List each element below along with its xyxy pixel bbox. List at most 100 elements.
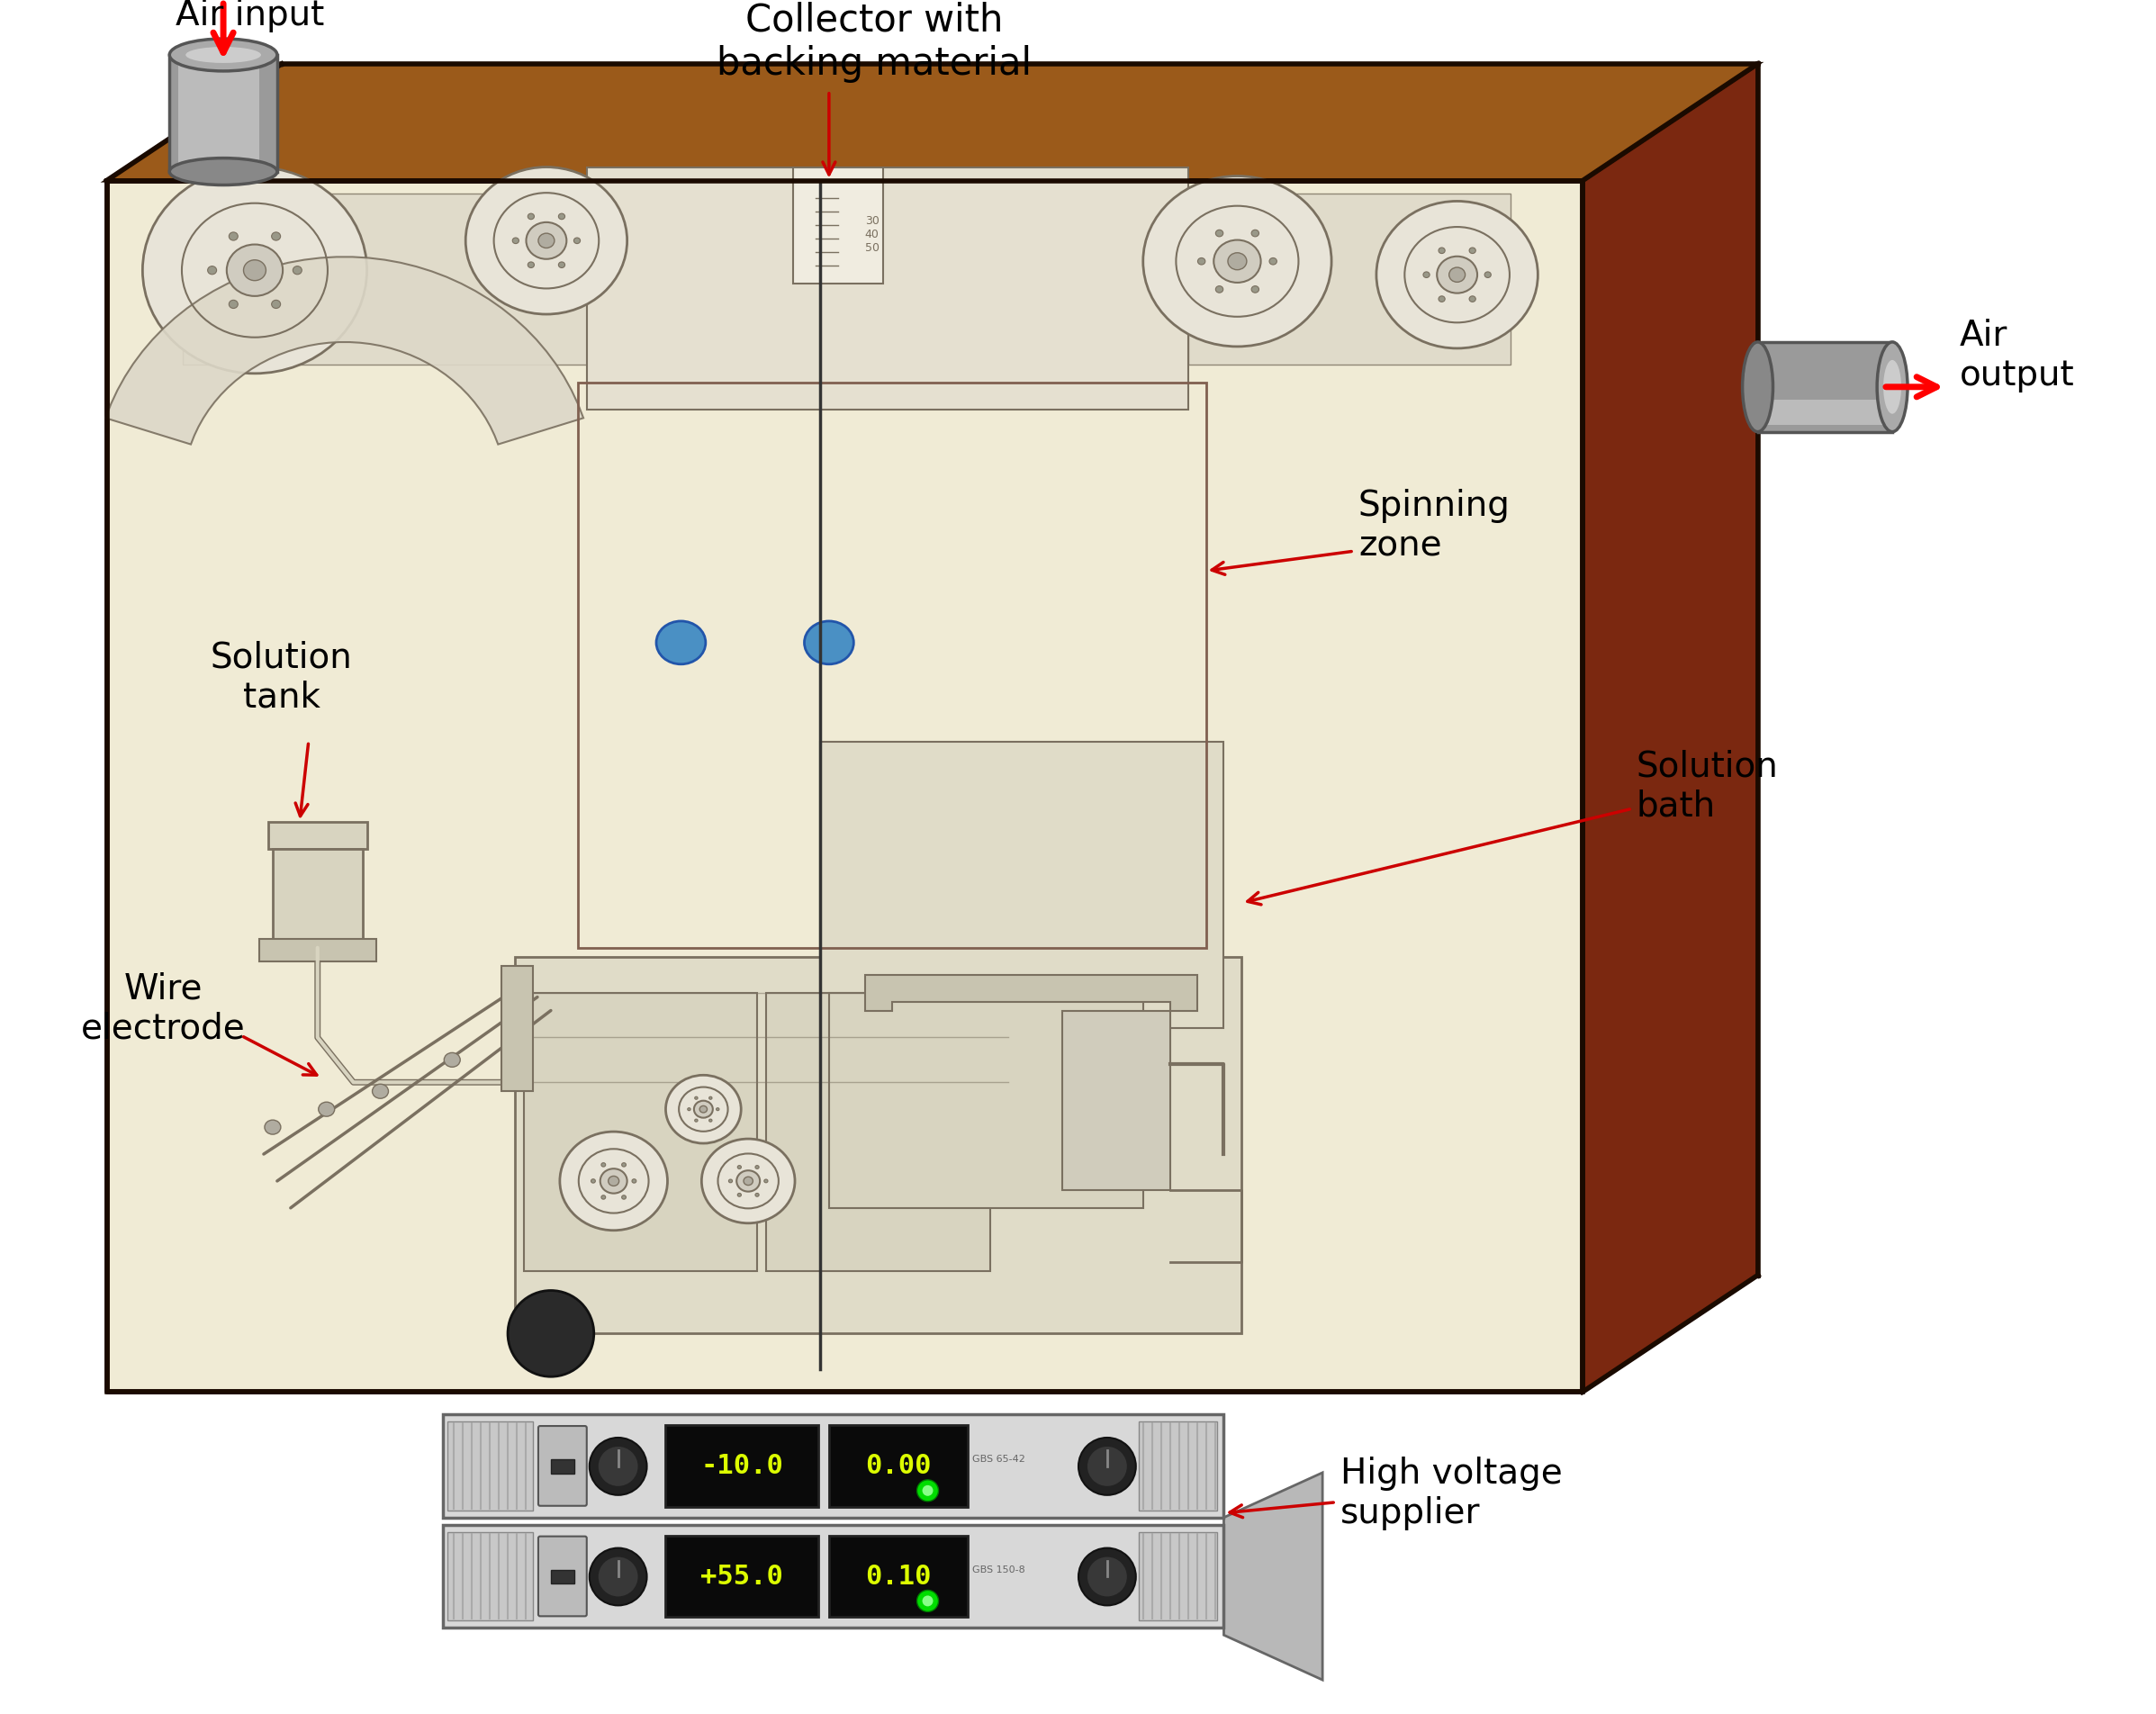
Bar	[448, 1421, 533, 1510]
Ellipse shape	[755, 1166, 759, 1169]
Ellipse shape	[170, 158, 278, 185]
Ellipse shape	[185, 46, 261, 63]
Bar	[524, 992, 757, 1270]
Ellipse shape	[1878, 343, 1908, 432]
Polygon shape	[106, 257, 584, 444]
Bar	[550, 1570, 573, 1584]
Polygon shape	[865, 975, 1197, 1011]
Text: Spinning
zone: Spinning zone	[1358, 488, 1511, 562]
Ellipse shape	[229, 300, 237, 309]
Text: Wire
electrode: Wire electrode	[82, 972, 246, 1046]
Ellipse shape	[226, 245, 282, 297]
Polygon shape	[1188, 194, 1511, 365]
Ellipse shape	[716, 1107, 720, 1111]
Ellipse shape	[1436, 257, 1477, 293]
Bar	[550, 1459, 573, 1474]
Ellipse shape	[804, 620, 854, 663]
Circle shape	[1087, 1447, 1128, 1486]
Ellipse shape	[755, 1193, 759, 1196]
Ellipse shape	[655, 620, 705, 663]
Ellipse shape	[272, 300, 280, 309]
Ellipse shape	[539, 233, 554, 249]
Bar	[1063, 1011, 1171, 1190]
Ellipse shape	[699, 1106, 707, 1112]
Ellipse shape	[1229, 252, 1246, 269]
Circle shape	[1078, 1438, 1136, 1495]
Ellipse shape	[599, 1169, 627, 1193]
Ellipse shape	[170, 39, 278, 70]
Ellipse shape	[763, 1179, 768, 1183]
Ellipse shape	[709, 1119, 711, 1121]
Text: GBS 65-42: GBS 65-42	[972, 1455, 1026, 1464]
Ellipse shape	[621, 1195, 625, 1200]
FancyBboxPatch shape	[444, 1414, 1225, 1517]
Ellipse shape	[1270, 257, 1276, 264]
Ellipse shape	[444, 1052, 459, 1068]
Bar	[272, 848, 362, 939]
Ellipse shape	[558, 214, 565, 219]
Ellipse shape	[293, 266, 302, 274]
Ellipse shape	[666, 1075, 742, 1143]
Bar	[267, 823, 367, 848]
Text: 30
40
50: 30 40 50	[865, 214, 880, 254]
Ellipse shape	[694, 1119, 699, 1121]
Ellipse shape	[513, 238, 520, 243]
Bar	[819, 742, 1225, 1028]
Ellipse shape	[229, 231, 237, 240]
Ellipse shape	[1216, 286, 1222, 293]
Ellipse shape	[207, 266, 216, 274]
Bar	[578, 382, 1205, 948]
Polygon shape	[106, 63, 1757, 180]
Ellipse shape	[526, 223, 567, 259]
Ellipse shape	[1438, 297, 1445, 302]
Ellipse shape	[602, 1162, 606, 1167]
Ellipse shape	[1216, 230, 1222, 237]
Ellipse shape	[1485, 273, 1492, 278]
Ellipse shape	[694, 1097, 699, 1099]
Circle shape	[509, 1291, 593, 1376]
Text: Solution
bath: Solution bath	[1636, 749, 1779, 823]
Ellipse shape	[694, 1100, 714, 1118]
Bar	[502, 965, 533, 1092]
Ellipse shape	[737, 1193, 742, 1196]
Ellipse shape	[558, 262, 565, 267]
Ellipse shape	[701, 1138, 796, 1224]
Polygon shape	[444, 382, 1242, 953]
Ellipse shape	[528, 214, 535, 219]
FancyBboxPatch shape	[179, 55, 259, 171]
FancyBboxPatch shape	[539, 1426, 586, 1507]
Polygon shape	[1583, 63, 1757, 1392]
Ellipse shape	[709, 1097, 711, 1099]
Ellipse shape	[319, 1102, 334, 1116]
Ellipse shape	[1423, 273, 1429, 278]
Bar	[765, 992, 990, 1270]
Circle shape	[1087, 1556, 1128, 1596]
Bar	[1138, 1421, 1218, 1510]
Circle shape	[599, 1556, 638, 1596]
Bar	[586, 166, 1188, 410]
Ellipse shape	[1250, 286, 1259, 293]
Bar	[1138, 1532, 1218, 1621]
Ellipse shape	[1199, 257, 1205, 264]
Text: 0.00: 0.00	[865, 1453, 931, 1479]
Ellipse shape	[466, 166, 627, 314]
Text: GBS 150-8: GBS 150-8	[972, 1565, 1026, 1573]
FancyBboxPatch shape	[539, 1536, 586, 1616]
Text: Collector with
backing material: Collector with backing material	[716, 2, 1031, 82]
Circle shape	[1078, 1548, 1136, 1606]
Ellipse shape	[1214, 240, 1261, 283]
Ellipse shape	[1438, 247, 1445, 254]
Ellipse shape	[1742, 343, 1772, 432]
Ellipse shape	[1376, 201, 1537, 348]
Ellipse shape	[528, 262, 535, 267]
Ellipse shape	[561, 1131, 668, 1231]
Bar	[106, 180, 1583, 1392]
Ellipse shape	[608, 1176, 619, 1186]
Text: Solution
tank: Solution tank	[211, 641, 354, 715]
FancyBboxPatch shape	[1757, 399, 1893, 425]
FancyBboxPatch shape	[444, 1525, 1225, 1628]
Circle shape	[599, 1447, 638, 1486]
Polygon shape	[1225, 1472, 1322, 1680]
Circle shape	[916, 1479, 938, 1501]
Ellipse shape	[737, 1171, 759, 1191]
